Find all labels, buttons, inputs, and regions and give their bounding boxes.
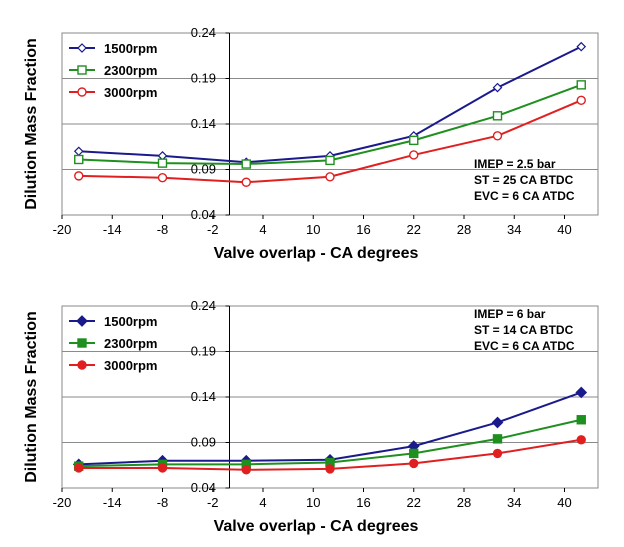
chart1-x-tick-label: -2 [207, 222, 219, 237]
chart1-legend-marker [77, 87, 87, 97]
chart2-x-tick-label: 22 [407, 495, 421, 510]
chart1-legend-marker [77, 43, 87, 53]
chart1-annotation: IMEP = 2.5 bar [474, 157, 556, 171]
chart1-legend-entry-2300rpm: 2300rpm [104, 63, 157, 78]
chart2-legend-marker [76, 315, 88, 327]
chart2-data-point-2300rpm [492, 434, 503, 444]
chart1-data-point-3000rpm [325, 172, 335, 182]
chart1-x-tick-label: 16 [356, 222, 370, 237]
chart1-x-tick-label: 4 [259, 222, 266, 237]
chart1-x-tick-label: 22 [407, 222, 421, 237]
chart1-x-tick-label: -8 [157, 222, 169, 237]
chart-top: 0.04 0.09 0.14 0.19 0.24 -20 -14 -8 -2 4 10 16 22 28 3… [23, 25, 599, 262]
chart2-data-point-1500rpm [491, 416, 504, 429]
chart1-annotation: ST = 25 CA BTDC [474, 173, 574, 187]
chart1-data-point-2300rpm [492, 111, 503, 121]
chart2-y-tick-label: 0.09 [191, 435, 216, 450]
chart2-legend-marker [77, 360, 87, 370]
chart2-x-tick-label: 34 [507, 495, 521, 510]
chart1-x-axis-label: Valve overlap - CA degrees [214, 245, 419, 262]
chart2-y-tick-label: 0.14 [191, 389, 216, 404]
chart1-data-point-3000rpm [74, 171, 84, 181]
chart2-annotation: EVC = 6 CA ATDC [474, 339, 575, 353]
chart1-legend-marker [77, 65, 87, 75]
chart2-y-axis-label: Dilution Mass Fraction [23, 311, 40, 483]
chart1-y-tick-label: 0.24 [191, 25, 216, 40]
chart1-y-tick-label: 0.14 [191, 116, 216, 131]
chart1-y-tick-label: 0.04 [191, 207, 216, 222]
chart2-data-point-3000rpm [157, 463, 168, 473]
chart2-x-tick-label: 40 [557, 495, 571, 510]
chart1-y-tick-label: 0.09 [191, 162, 216, 177]
chart1-x-tick-label: 28 [457, 222, 471, 237]
chart2-x-tick-label: 10 [306, 495, 320, 510]
chart1-x-tick-label: -20 [53, 222, 72, 237]
chart2-data-point-1500rpm [575, 386, 588, 399]
chart1-data-point-2300rpm [576, 80, 586, 90]
chart1-data-point-3000rpm [241, 177, 251, 187]
chart1-x-tick-label: 34 [507, 222, 521, 237]
chart1-data-point-1500rpm [492, 82, 503, 93]
chart2-legend-entry-1500rpm: 1500rpm [104, 314, 157, 329]
chart2-data-point-3000rpm [492, 448, 503, 459]
chart1-data-point-2300rpm [157, 158, 168, 168]
chart1-x-tick-label: 10 [306, 222, 320, 237]
chart2-x-tick-label: -20 [53, 495, 72, 510]
chart1-y-tick-label: 0.19 [191, 71, 216, 86]
chart2-x-tick-label: 4 [259, 495, 266, 510]
chart2-data-point-3000rpm [409, 458, 419, 469]
chart2-y-tick-label: 0.19 [191, 344, 216, 359]
chart1-data-point-2300rpm [74, 154, 84, 165]
chart1-legend-entry-3000rpm: 3000rpm [104, 85, 157, 100]
chart1-data-point-1500rpm [576, 41, 587, 52]
chart1-data-point-2300rpm [409, 135, 419, 146]
chart1-data-point-3000rpm [409, 150, 419, 160]
chart2-data-point-3000rpm [325, 464, 335, 474]
chart2-legend-marker [77, 338, 87, 348]
chart2-x-tick-label: -14 [103, 495, 122, 510]
chart2-data-point-2300rpm [409, 448, 419, 459]
chart2-data-point-3000rpm [576, 435, 586, 445]
chart2-x-tick-label: -8 [157, 495, 169, 510]
chart2-x-tick-label: 16 [356, 495, 370, 510]
chart2-y-tick-label: 0.04 [191, 480, 216, 495]
chart-bottom: 0.04 0.09 0.14 0.19 0.24 -20 -14 -8 -2 4 10 16 22 28 3… [23, 298, 599, 535]
chart1-annotation: EVC = 6 CA ATDC [474, 189, 575, 203]
chart1-x-tick-label: 40 [557, 222, 571, 237]
chart2-x-tick-label: 28 [457, 495, 471, 510]
chart2-x-axis-label: Valve overlap - CA degrees [214, 518, 419, 535]
chart1-data-point-3000rpm [492, 131, 503, 141]
chart2-x-tick-label: -2 [207, 495, 219, 510]
chart1-y-axis-label: Dilution Mass Fraction [23, 38, 40, 210]
chart2-data-point-3000rpm [74, 463, 84, 473]
chart1-legend-entry-1500rpm: 1500rpm [104, 41, 157, 56]
chart1-data-point-3000rpm [576, 95, 586, 106]
chart2-y-tick-label: 0.24 [191, 298, 216, 313]
chart2-data-point-2300rpm [576, 415, 586, 425]
chart2-annotation: IMEP = 6 bar [474, 307, 546, 321]
chart1-data-point-2300rpm [241, 159, 251, 169]
chart2-annotation: ST = 14 CA BTDC [474, 323, 574, 337]
chart1-data-point-3000rpm [157, 172, 168, 183]
chart2-legend-entry-3000rpm: 3000rpm [104, 358, 157, 373]
chart1-data-point-2300rpm [325, 155, 335, 166]
chart2-legend-entry-2300rpm: 2300rpm [104, 336, 157, 351]
chart2-data-point-3000rpm [241, 465, 251, 475]
chart1-x-tick-label: -14 [103, 222, 122, 237]
